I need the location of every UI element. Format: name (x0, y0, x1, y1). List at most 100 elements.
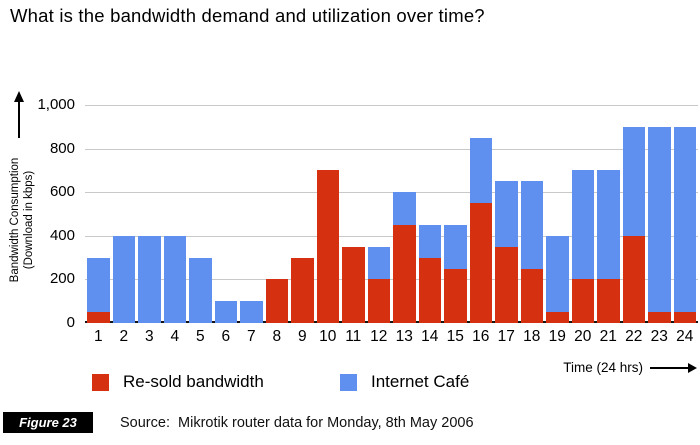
bar-segment-resold (367, 279, 390, 323)
bar-hour-16 (469, 137, 492, 323)
arrow-up-shaft (17, 100, 20, 138)
bar-segment-resold (648, 312, 671, 323)
bar-hour-17 (495, 181, 518, 323)
bar-segment-cafe (138, 235, 161, 323)
bar-hour-5 (189, 257, 212, 323)
legend-item-cafe: Internet Café (340, 372, 469, 392)
bar-segment-resold (316, 170, 339, 323)
arrow-right-icon (650, 362, 697, 373)
x-tick-label: 11 (345, 328, 362, 345)
bar-hour-7 (240, 301, 263, 323)
bar-segment-resold (342, 246, 365, 323)
bar-segment-resold (291, 257, 314, 323)
gridline (85, 192, 698, 194)
x-tick-label: 5 (195, 328, 205, 345)
x-tick-label: 6 (221, 328, 231, 345)
x-axis-line (85, 321, 698, 323)
bar-segment-resold (418, 257, 441, 323)
y-tick-label: 600 (49, 183, 75, 201)
source-text: Source: Mikrotik router data for Monday,… (120, 415, 474, 431)
bar-segment-cafe (189, 257, 212, 323)
bar-hour-23 (648, 126, 671, 323)
bar-segment-cafe (87, 257, 110, 313)
bar-segment-cafe (546, 235, 569, 313)
y-tick-label: 1,000 (37, 96, 75, 113)
bar-segment-cafe (444, 224, 467, 269)
bar-segment-resold (520, 268, 543, 323)
bar-segment-cafe (112, 235, 135, 323)
x-tick-label: 20 (574, 328, 592, 345)
bar-segment-resold (597, 279, 620, 323)
bar-hour-4 (163, 235, 186, 323)
figure-badge: Figure 23 (3, 412, 93, 433)
bar-segment-cafe (495, 181, 518, 247)
legend-swatch-resold (92, 373, 109, 391)
x-tick-label: 15 (446, 328, 464, 345)
y-tick-label: 0 (66, 314, 75, 331)
bar-hour-11 (342, 246, 365, 323)
bar-segment-resold (469, 203, 492, 323)
bar-segment-resold (571, 279, 594, 323)
bar-hour-10 (316, 170, 339, 323)
bar-segment-cafe (214, 301, 237, 323)
bar-hour-22 (622, 126, 645, 323)
legend-label-cafe: Internet Café (371, 372, 470, 391)
bar-segment-cafe (571, 170, 594, 280)
y-axis-label-line1: Bandwidth Consumption (9, 157, 21, 283)
bar-hour-9 (291, 257, 314, 323)
bar-segment-cafe (367, 246, 390, 280)
bar-segment-cafe (520, 181, 543, 269)
bar-hour-24 (673, 126, 696, 323)
x-tick-label: 10 (319, 328, 337, 345)
y-tick-label: 400 (49, 226, 75, 244)
bar-segment-resold (265, 279, 288, 323)
gridline (85, 148, 698, 150)
plot-area (85, 105, 698, 323)
x-tick-label: 18 (523, 328, 541, 345)
bar-segment-cafe (393, 192, 416, 225)
bar-segment-cafe (648, 126, 671, 313)
bar-hour-13 (393, 192, 416, 323)
x-axis-title: Time (24 hrs) (563, 360, 697, 375)
x-axis-title-text: Time (24 hrs) (563, 360, 643, 375)
bar-segment-resold (673, 312, 696, 323)
gridline (85, 279, 698, 281)
bar-hour-15 (444, 224, 467, 323)
bar-segment-resold (393, 224, 416, 323)
bar-hour-3 (138, 235, 161, 323)
x-tick-label: 17 (497, 328, 515, 345)
bar-hour-6 (214, 301, 237, 323)
x-tick-label: 13 (395, 328, 413, 345)
x-tick-label: 16 (472, 328, 490, 345)
x-tick-label: 7 (246, 328, 256, 345)
bar-hour-14 (418, 224, 441, 323)
x-tick-label: 9 (297, 328, 307, 345)
y-tick-label: 800 (49, 139, 75, 157)
x-tick-label: 22 (625, 328, 643, 345)
gridline (85, 105, 698, 106)
bar-segment-cafe (469, 137, 492, 204)
legend-item-resold: Re-sold bandwidth (92, 372, 264, 392)
bars (85, 105, 698, 323)
bar-hour-20 (571, 170, 594, 323)
y-tick-labels: 1,000 800 600 400 200 0 (25, 96, 75, 331)
bar-hour-12 (367, 246, 390, 323)
x-tick-label: 2 (119, 328, 129, 345)
x-tick-label: 19 (548, 328, 566, 345)
bar-segment-cafe (418, 224, 441, 258)
y-axis-arrow-icon (12, 91, 25, 139)
bar-segment-resold (495, 246, 518, 323)
bar-segment-resold (622, 235, 645, 323)
x-tick-label: 24 (676, 328, 694, 345)
arrow-right-head (688, 362, 697, 373)
bar-segment-cafe (622, 126, 645, 236)
bar-hour-1 (87, 257, 110, 323)
page-title: What is the bandwidth demand and utiliza… (10, 5, 485, 26)
x-tick-label: 3 (144, 328, 154, 345)
x-tick-label: 8 (272, 328, 282, 345)
bar-segment-resold (444, 268, 467, 323)
bar-segment-cafe (163, 235, 186, 323)
gridline (85, 235, 698, 237)
legend-label-resold: Re-sold bandwidth (123, 372, 264, 391)
